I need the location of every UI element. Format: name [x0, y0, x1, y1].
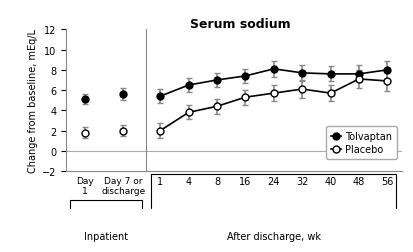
Legend: Tolvaptan, Placebo: Tolvaptan, Placebo: [325, 127, 396, 160]
Text: Serum sodium: Serum sodium: [189, 18, 290, 30]
Text: After discharge, wk: After discharge, wk: [226, 231, 320, 241]
Text: Inpatient: Inpatient: [84, 231, 128, 241]
Y-axis label: Change from baseline, mEq/L: Change from baseline, mEq/L: [28, 29, 38, 173]
